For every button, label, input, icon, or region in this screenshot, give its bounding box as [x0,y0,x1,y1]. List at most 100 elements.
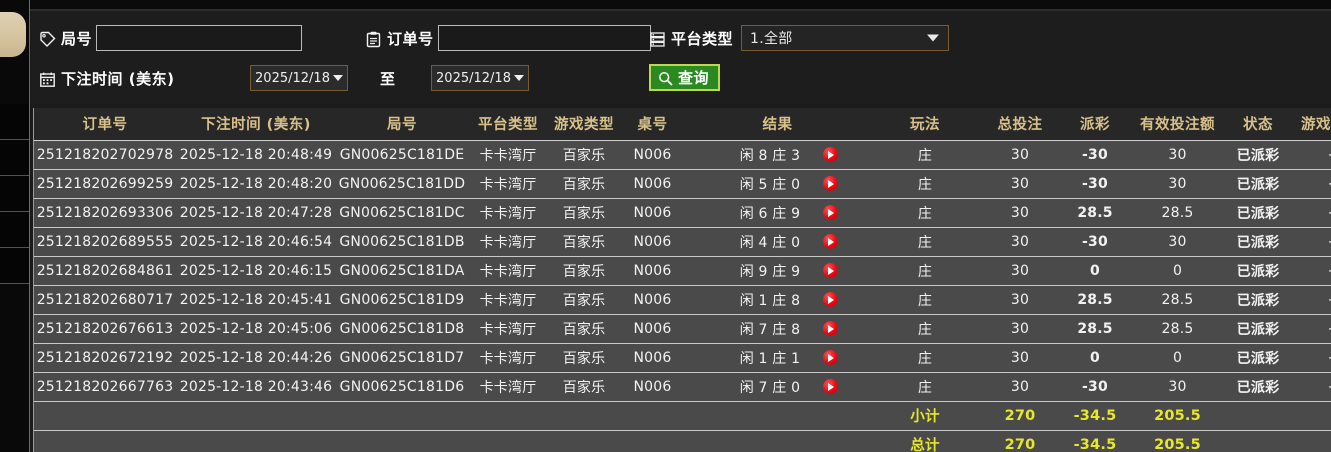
cell-total-bet: 30 [980,169,1060,199]
result-text: 闲 7 庄 8 [739,321,801,338]
cell-payout: 0 [1060,343,1130,373]
rail-row[interactable] [0,176,29,212]
filter-toolbar: 局号 订单号 平台类型 1.全部 下注时间 (美东) [31,11,1331,104]
col-round-no[interactable]: 局号 [336,108,468,141]
round-no-input[interactable] [96,25,303,51]
rail-row[interactable] [0,248,29,284]
cell-order-no: 251218202693306 [34,198,176,228]
cell-payout: 28.5 [1060,314,1130,344]
search-icon [658,71,673,86]
cell-total-bet: 30 [980,314,1060,344]
col-bet-time[interactable]: 下注时间 (美东) [176,108,336,141]
cell-status: 已派彩 [1225,169,1291,199]
clipboard-icon [365,31,382,48]
table-row[interactable]: 251218202672192 2025-12-18 20:44:26 GN0062… [34,343,1331,373]
play-icon[interactable] [822,321,838,336]
summary-label: 总计 [870,430,980,452]
cell-payout: 28.5 [1060,198,1130,228]
play-icon[interactable] [822,292,838,307]
cell-platform: 卡卡湾厅 [468,372,548,402]
rail-collapse-tab[interactable] [0,12,26,57]
table-row[interactable]: 251218202699259 2025-12-18 20:48:20 GN0062… [34,169,1331,199]
col-table-no[interactable]: 桌号 [620,108,685,141]
table-row[interactable]: 251218202667763 2025-12-18 20:43:46 GN0062… [34,372,1331,402]
platform-type-select[interactable]: 1.全部 [741,25,950,51]
table-row[interactable]: 251218202684861 2025-12-18 20:46:15 GN0062… [34,256,1331,286]
rail-row[interactable] [0,140,29,176]
cell-valid-bet: 28.5 [1130,314,1225,344]
cell-valid-bet: 0 [1130,256,1225,286]
col-total-bet[interactable]: 总投注 [980,108,1060,141]
col-game-mode[interactable]: 游戏模式 [1291,108,1331,141]
col-game-type[interactable]: 游戏类型 [548,108,620,141]
col-result[interactable]: 结果 [685,108,870,141]
cell-status: 已派彩 [1225,314,1291,344]
order-no-input[interactable] [437,25,651,51]
col-bet-kind[interactable]: 玩法 [870,108,980,141]
col-status[interactable]: 状态 [1225,108,1291,141]
col-platform[interactable]: 平台类型 [468,108,548,141]
cell-bet-time: 2025-12-18 20:43:46 [176,372,336,402]
play-icon[interactable] [822,379,838,394]
cell-round-no: GN00625C181DA [336,256,468,286]
play-icon[interactable] [822,263,838,278]
table-row[interactable]: 251218202689555 2025-12-18 20:46:54 GN0062… [34,227,1331,257]
play-icon[interactable] [822,234,838,249]
table-row[interactable]: 251218202693306 2025-12-18 20:47:28 GN0062… [34,198,1331,228]
cell-valid-bet: 30 [1130,372,1225,402]
cell-game-type: 百家乐 [548,140,620,170]
cell-bet-time: 2025-12-18 20:46:54 [176,227,336,257]
cell-platform: 卡卡湾厅 [468,169,548,199]
cell-bet-kind: 庄 [870,140,980,170]
col-payout[interactable]: 派彩 [1060,108,1130,141]
background-top-strip-2 [0,9,1331,11]
table-row[interactable]: 251218202680717 2025-12-18 20:45:41 GN0062… [34,285,1331,315]
cell-round-no: GN00625C181D8 [336,314,468,344]
cell-bet-kind: 庄 [870,372,980,402]
cell-bet-kind: 庄 [870,198,980,228]
cell-order-no: 251218202676613 [34,314,176,344]
rail-row[interactable] [0,104,29,140]
cell-game-mode: - [1291,343,1331,373]
order-no-field: 订单号 [365,25,651,51]
search-button[interactable]: 查询 [649,63,721,91]
cell-game-mode: - [1291,198,1331,228]
table-row[interactable]: 251218202702978 2025-12-18 20:48:49 GN0062… [34,140,1331,170]
cell-table-no: N006 [620,372,685,402]
date-to-box[interactable]: 2025/12/18 [431,65,529,91]
cell-result: 闲 1 庄 1 [685,343,870,373]
cell-game-type: 百家乐 [548,198,620,228]
date-from-box[interactable]: 2025/12/18 [250,65,348,91]
cell-game-mode: - [1291,285,1331,315]
cell-payout: -30 [1060,169,1130,199]
rail-row[interactable] [0,212,29,248]
cell-game-type: 百家乐 [548,314,620,344]
cell-game-type: 百家乐 [548,169,620,199]
cell-platform: 卡卡湾厅 [468,198,548,228]
cell-table-no: N006 [620,343,685,373]
result-text: 闲 1 庄 8 [739,292,801,309]
summary-valid-bet: 205.5 [1130,430,1225,452]
table-row[interactable]: 251218202676613 2025-12-18 20:45:06 GN0062… [34,314,1331,344]
cell-platform: 卡卡湾厅 [468,285,548,315]
chevron-down-icon [927,34,940,42]
play-icon[interactable] [822,205,838,220]
bet-time-from-picker[interactable]: 2025/12/18 [250,65,348,91]
play-icon[interactable] [822,350,838,365]
col-valid-bet[interactable]: 有效投注额 [1130,108,1225,141]
bet-time-to-picker[interactable]: 2025/12/18 [431,65,529,91]
cell-bet-kind: 庄 [870,343,980,373]
cell-round-no: GN00625C181DB [336,227,468,257]
play-icon[interactable] [822,176,838,191]
platform-type-value: 1.全部 [750,31,793,47]
col-order-no[interactable]: 订单号 [34,108,176,141]
cell-payout: -30 [1060,227,1130,257]
summary-spacer [176,401,336,431]
cell-order-no: 251218202672192 [34,343,176,373]
summary-spacer [548,401,620,431]
summary-spacer [34,401,176,431]
play-icon[interactable] [822,147,838,162]
summary-spacer [468,430,548,452]
cell-game-mode: - [1291,227,1331,257]
cell-table-no: N006 [620,140,685,170]
